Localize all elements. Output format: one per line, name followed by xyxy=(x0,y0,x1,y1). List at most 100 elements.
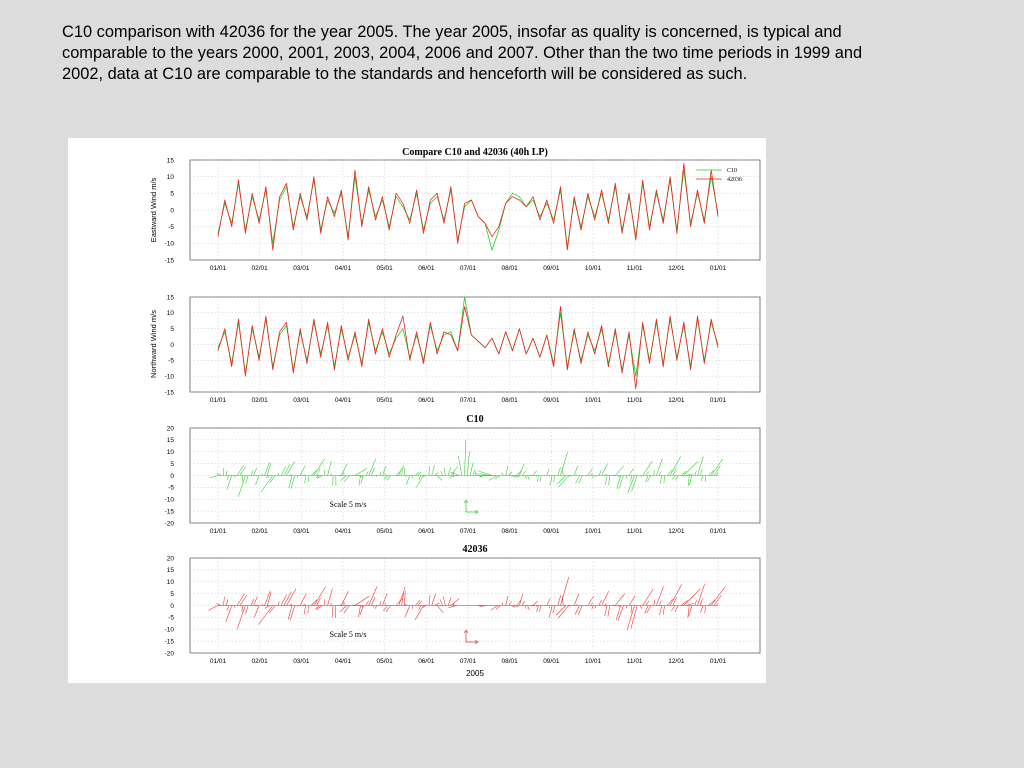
wind-stick xyxy=(557,605,569,619)
wind-stick xyxy=(488,475,498,481)
wind-stick xyxy=(416,475,424,488)
wind-stick xyxy=(687,605,690,618)
x-tick-label: 01/01 xyxy=(210,397,227,404)
wind-stick xyxy=(417,600,423,606)
wind-stick xyxy=(647,475,652,482)
x-axis-label: 2005 xyxy=(466,669,484,678)
wind-stick xyxy=(591,605,594,610)
wind-stick xyxy=(428,595,431,606)
wind-stick xyxy=(592,475,594,479)
wind-stick xyxy=(646,605,652,614)
wind-stick xyxy=(628,468,634,476)
wind-stick xyxy=(604,603,607,606)
wind-stick xyxy=(575,475,580,484)
x-tick-label: 01/01 xyxy=(710,658,727,665)
x-tick-label: 12/01 xyxy=(668,397,685,404)
legend-label: C10 xyxy=(727,168,737,174)
y-axis-label: Northward Wind m/s xyxy=(149,310,158,378)
x-tick-label: 07/01 xyxy=(460,397,477,404)
wind-stick xyxy=(626,605,635,631)
wind-stick xyxy=(511,475,517,478)
wind-stick xyxy=(365,600,369,606)
wind-stick xyxy=(286,461,296,476)
wind-stick xyxy=(557,595,562,606)
wind-stick xyxy=(683,461,699,476)
wind-stick xyxy=(450,471,460,476)
y-tick-label: 15 xyxy=(167,294,175,301)
wind-stick xyxy=(431,465,435,476)
wind-stick xyxy=(283,463,291,476)
wind-stick xyxy=(255,475,260,486)
y-tick-label: -10 xyxy=(165,497,175,504)
wind-stick xyxy=(630,605,632,614)
y-tick-label: 10 xyxy=(167,579,175,586)
wind-stick xyxy=(313,458,325,476)
wind-stick xyxy=(415,471,420,476)
x-tick-label: 05/01 xyxy=(377,658,394,665)
wind-stick xyxy=(260,475,274,493)
wind-stick xyxy=(225,605,232,623)
wind-stick xyxy=(245,605,249,615)
wind-stick xyxy=(671,605,676,611)
wind-stick xyxy=(365,471,369,476)
wind-stick xyxy=(639,605,643,609)
wind-stick xyxy=(549,475,553,486)
scale-label: Scale 5 m/s xyxy=(330,500,367,509)
wind-stick xyxy=(286,588,297,606)
wind-stick xyxy=(290,475,295,489)
y-tick-label: -20 xyxy=(165,520,175,527)
wind-stick xyxy=(627,475,635,494)
x-tick-label: 01/01 xyxy=(210,528,227,535)
y-tick-label: -5 xyxy=(168,358,174,365)
wind-stick xyxy=(447,597,452,606)
y-tick-label: 10 xyxy=(167,174,175,181)
wind-stick xyxy=(590,472,593,476)
wind-stick xyxy=(516,600,521,606)
wind-stick xyxy=(524,605,527,609)
wind-stick xyxy=(628,595,636,606)
wind-stick xyxy=(683,588,701,606)
wind-stick xyxy=(577,605,583,616)
y-tick-label: 10 xyxy=(167,310,175,317)
x-tick-label: 08/01 xyxy=(502,265,519,272)
x-tick-label: 03/01 xyxy=(293,658,310,665)
wind-stick xyxy=(539,475,542,482)
wind-stick xyxy=(701,475,704,482)
wind-stick xyxy=(477,470,493,476)
wind-stick xyxy=(261,473,263,476)
y-tick-label: 0 xyxy=(170,342,174,349)
wind-stick xyxy=(680,470,687,476)
wind-stick xyxy=(359,605,364,616)
wind-stick xyxy=(671,475,676,480)
wind-stick xyxy=(386,475,391,481)
wind-stick xyxy=(258,605,274,625)
chart-title: Compare C10 and 42036 (40h LP) xyxy=(402,147,548,158)
wind-stick xyxy=(645,475,649,483)
y-tick-label: -5 xyxy=(168,485,174,492)
x-tick-label: 03/01 xyxy=(293,265,310,272)
wind-stick xyxy=(208,605,219,611)
wind-stick xyxy=(335,605,337,618)
wind-stick xyxy=(354,468,368,476)
x-tick-label: 10/01 xyxy=(585,265,602,272)
wind-stick xyxy=(287,605,293,620)
x-tick-label: 04/01 xyxy=(335,265,352,272)
wind-stick xyxy=(617,605,624,621)
wind-stick xyxy=(631,475,638,492)
wind-stick xyxy=(642,588,654,606)
wind-stick xyxy=(669,456,681,476)
wind-stick xyxy=(383,475,389,480)
x-tick-label: 08/01 xyxy=(502,528,519,535)
wind-stick xyxy=(404,590,406,606)
wind-stick xyxy=(630,475,632,481)
wind-stick xyxy=(574,605,580,615)
wind-stick xyxy=(694,600,697,606)
wind-stick xyxy=(713,594,722,606)
wind-stick xyxy=(587,595,595,606)
wind-stick xyxy=(656,586,664,606)
wind-stick xyxy=(267,592,272,606)
wind-stick xyxy=(716,472,719,476)
wind-stick xyxy=(686,602,695,606)
wind-stick xyxy=(236,605,246,630)
wind-stick xyxy=(704,605,706,614)
